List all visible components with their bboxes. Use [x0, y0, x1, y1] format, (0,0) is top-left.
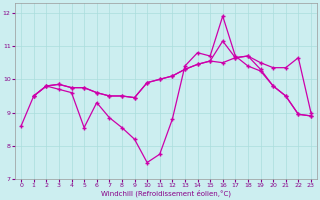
X-axis label: Windchill (Refroidissement éolien,°C): Windchill (Refroidissement éolien,°C): [101, 190, 231, 197]
